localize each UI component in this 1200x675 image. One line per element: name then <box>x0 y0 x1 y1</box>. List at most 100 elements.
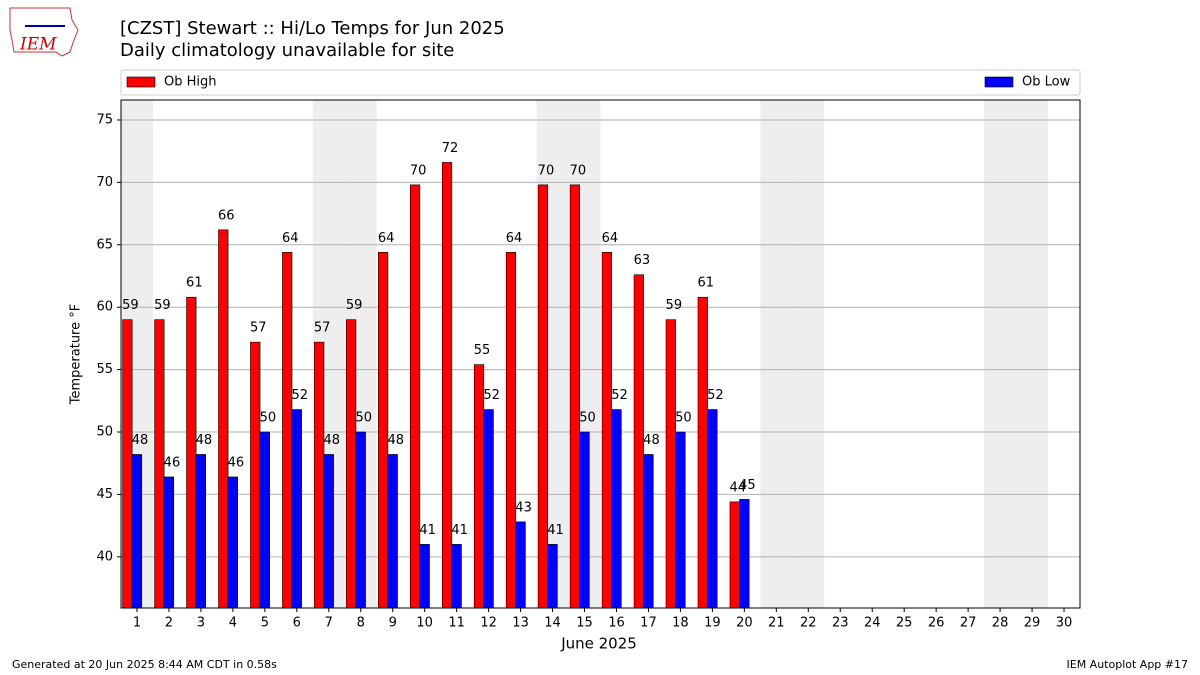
chart-title: [CZST] Stewart :: Hi/Lo Temps for Jun 20… <box>120 18 505 39</box>
x-tick-label: 27 <box>960 616 977 631</box>
data-label: 50 <box>675 411 692 426</box>
bar <box>579 431 590 609</box>
footer-right: IEM Autoplot App #17 <box>1067 658 1189 671</box>
data-label: 64 <box>602 231 619 246</box>
data-label: 59 <box>154 298 171 313</box>
legend-swatch <box>984 76 1014 88</box>
data-label: 64 <box>378 231 395 246</box>
highlight-band <box>984 100 1017 608</box>
highlight-band <box>760 100 793 608</box>
data-label: 48 <box>196 433 213 448</box>
bar <box>227 476 238 609</box>
x-tick-label: 1 <box>133 616 141 631</box>
x-tick-label: 23 <box>832 616 849 631</box>
bar <box>163 476 175 609</box>
bar <box>515 521 526 609</box>
y-tick-label: 55 <box>96 362 113 377</box>
x-tick-label: 13 <box>512 616 529 631</box>
data-label: 57 <box>250 321 267 336</box>
x-tick-label: 30 <box>1056 616 1073 631</box>
x-tick-label: 15 <box>576 616 593 631</box>
y-tick-label: 65 <box>96 237 113 252</box>
data-label: 66 <box>218 208 235 223</box>
bar <box>611 409 622 609</box>
plot-area: 59 59 61 66 57 64 57 59 64 70 72 55 64 70 70 64 63 59 61 44… <box>121 100 1080 609</box>
x-tick-label: 4 <box>229 616 237 631</box>
x-tick-label: 16 <box>608 616 625 631</box>
data-label: 63 <box>634 253 651 268</box>
data-label: 52 <box>611 388 628 403</box>
data-label: 50 <box>355 411 372 426</box>
x-tick-label: 3 <box>197 616 205 631</box>
data-label: 48 <box>643 433 660 448</box>
legend-label: Ob High <box>164 75 217 90</box>
data-label: 46 <box>164 455 181 470</box>
bar <box>122 319 133 609</box>
data-label: 52 <box>483 388 500 403</box>
data-label: 70 <box>570 163 587 178</box>
bar <box>569 184 581 609</box>
y-tick-label: 60 <box>96 300 113 315</box>
bar <box>729 501 740 609</box>
data-label: 44 <box>729 480 746 495</box>
data-label: 59 <box>346 298 363 313</box>
plot-frame <box>120 99 1081 609</box>
bar <box>697 296 708 609</box>
data-label: 59 <box>122 298 139 313</box>
x-tick-label: 18 <box>672 616 689 631</box>
bar <box>259 431 270 609</box>
bar <box>643 454 654 609</box>
bar <box>675 431 686 609</box>
bar <box>505 251 517 609</box>
x-tick-label: 7 <box>325 616 333 631</box>
x-tick-label: 25 <box>896 616 913 631</box>
x-tick-label: 10 <box>416 616 433 631</box>
bar <box>346 319 357 609</box>
x-tick-label: 29 <box>1024 616 1041 631</box>
y-tick-label: 40 <box>96 549 113 564</box>
x-tick-label: 8 <box>357 616 365 631</box>
data-label: 48 <box>387 433 404 448</box>
data-label: 52 <box>707 388 724 403</box>
y-tick-label: 75 <box>96 112 113 127</box>
y-axis-label: Temperature °F <box>69 304 84 405</box>
logo-text: IEM <box>19 35 57 55</box>
x-tick-label: 22 <box>800 616 817 631</box>
bar <box>483 409 494 609</box>
data-label: 41 <box>451 523 468 538</box>
data-label: 61 <box>698 276 715 291</box>
bar <box>186 296 197 609</box>
data-label: 41 <box>419 523 436 538</box>
highlight-band <box>792 100 825 608</box>
bar <box>707 409 718 609</box>
data-label: 52 <box>292 388 309 403</box>
data-label: 57 <box>314 321 331 336</box>
data-label: 48 <box>324 433 341 448</box>
y-tick-label: 45 <box>96 487 113 502</box>
data-label: 59 <box>666 298 683 313</box>
x-tick-label: 26 <box>928 616 945 631</box>
bar <box>291 409 302 609</box>
x-tick-label: 14 <box>544 616 561 631</box>
data-label: 43 <box>515 500 532 515</box>
chart-subtitle: Daily climatology unavailable for site <box>120 40 454 61</box>
bar <box>601 251 612 609</box>
data-label: 64 <box>282 231 299 246</box>
bar <box>387 454 398 609</box>
data-label: 61 <box>186 276 203 291</box>
x-tick-label: 24 <box>864 616 881 631</box>
bar <box>419 544 430 609</box>
x-tick-label: 12 <box>480 616 497 631</box>
data-label: 55 <box>474 343 491 358</box>
data-label: 46 <box>228 455 245 470</box>
data-label: 50 <box>579 411 596 426</box>
legend-swatch <box>126 76 156 88</box>
data-label: 41 <box>547 523 564 538</box>
x-tick-label: 21 <box>768 616 785 631</box>
logo-outline <box>9 7 79 57</box>
bar <box>195 454 207 609</box>
legend-label: Ob Low <box>1022 75 1071 90</box>
data-label: 70 <box>538 163 555 178</box>
x-tick-label: 11 <box>448 616 465 631</box>
